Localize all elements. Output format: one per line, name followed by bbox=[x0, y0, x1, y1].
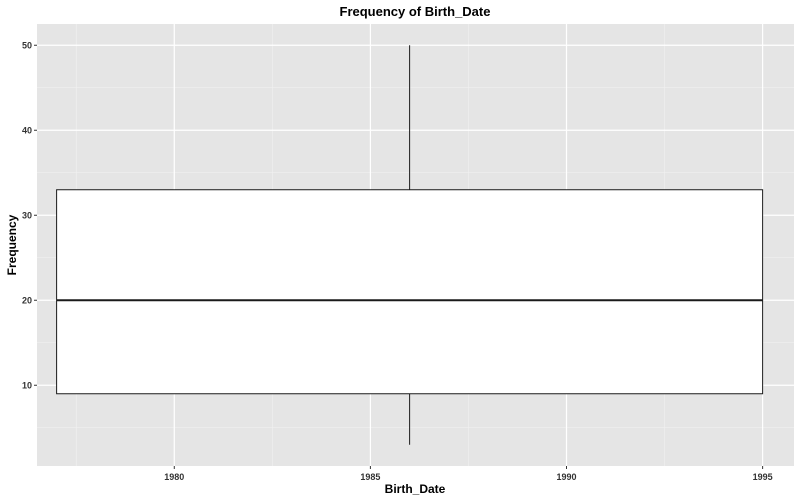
y-axis-ticks: 10 20 30 40 50 bbox=[22, 40, 37, 390]
y-axis-label: Frequency bbox=[5, 214, 19, 275]
y-tick-label: 20 bbox=[22, 295, 32, 305]
x-tick-label: 1995 bbox=[753, 472, 773, 482]
y-tick-label: 10 bbox=[22, 380, 32, 390]
x-tick-label: 1990 bbox=[556, 472, 576, 482]
chart-title: Frequency of Birth_Date bbox=[340, 4, 491, 19]
box-layer bbox=[56, 45, 764, 445]
x-axis-ticks: 1980 1985 1990 1995 bbox=[164, 466, 773, 482]
y-tick-label: 50 bbox=[22, 40, 32, 50]
x-tick-label: 1980 bbox=[164, 472, 184, 482]
x-tick-label: 1985 bbox=[360, 472, 380, 482]
x-axis-label: Birth_Date bbox=[385, 482, 446, 496]
y-tick-label: 30 bbox=[22, 210, 32, 220]
y-tick-label: 40 bbox=[22, 125, 32, 135]
box-iqr bbox=[56, 189, 764, 395]
